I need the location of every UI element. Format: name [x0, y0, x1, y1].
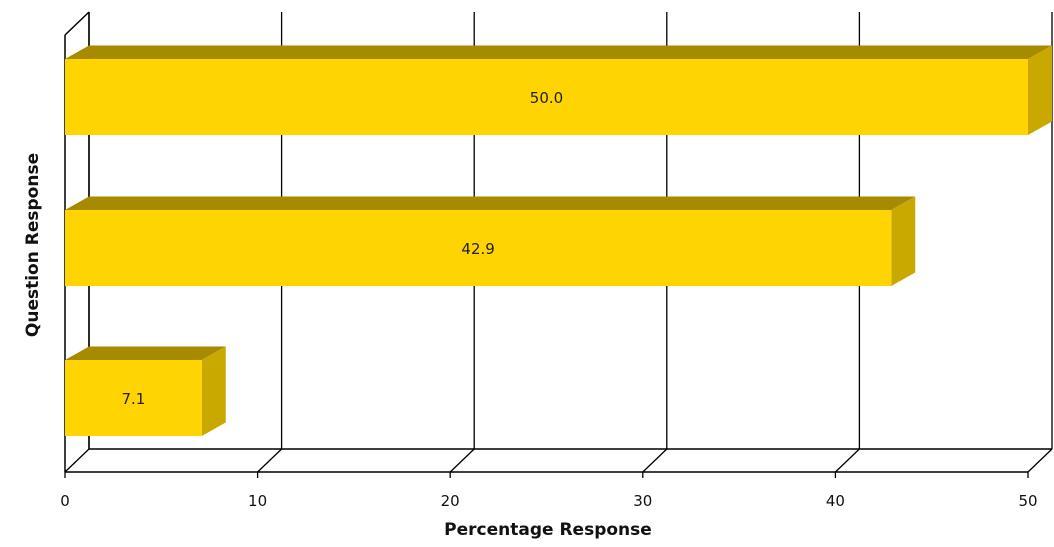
bar-group: 42.9 [65, 196, 916, 286]
x-tick-label: 20 [441, 492, 460, 510]
floor-gridline [834, 448, 860, 473]
bar [65, 59, 1028, 135]
floor-gridline [257, 448, 283, 473]
floor-gridline [642, 448, 668, 473]
bar [65, 360, 202, 436]
y-axis-title: Question Response [23, 153, 43, 337]
x-axis-ticks: 0 10 20 30 40 50 [60, 492, 1037, 510]
bar-value-label: 50.0 [530, 89, 563, 107]
bar-side [1028, 45, 1052, 135]
top-wall-edge [64, 11, 90, 36]
bars: 50.0 42.9 7.1 [65, 45, 1052, 436]
x-tick-label: 30 [633, 492, 652, 510]
floor-gridline [449, 448, 475, 473]
floor-gridline [1027, 448, 1053, 473]
bar-group: 50.0 [65, 45, 1052, 135]
bar-value-label: 7.1 [121, 390, 145, 408]
x-axis-title: Percentage Response [444, 520, 652, 540]
bar-value-label: 42.9 [461, 240, 494, 258]
x-tick-label: 50 [1018, 492, 1037, 510]
bar-top [65, 346, 226, 360]
x-tick-label: 10 [248, 492, 267, 510]
x-tick-label: 40 [826, 492, 845, 510]
bar-group: 7.1 [65, 346, 226, 436]
bar-side [201, 346, 226, 436]
bar-top [65, 45, 1052, 59]
bar [65, 210, 892, 286]
x-tick-label: 0 [60, 492, 70, 510]
floor-gridline [64, 448, 90, 473]
bar-side [891, 196, 916, 286]
bar-top [65, 196, 916, 210]
